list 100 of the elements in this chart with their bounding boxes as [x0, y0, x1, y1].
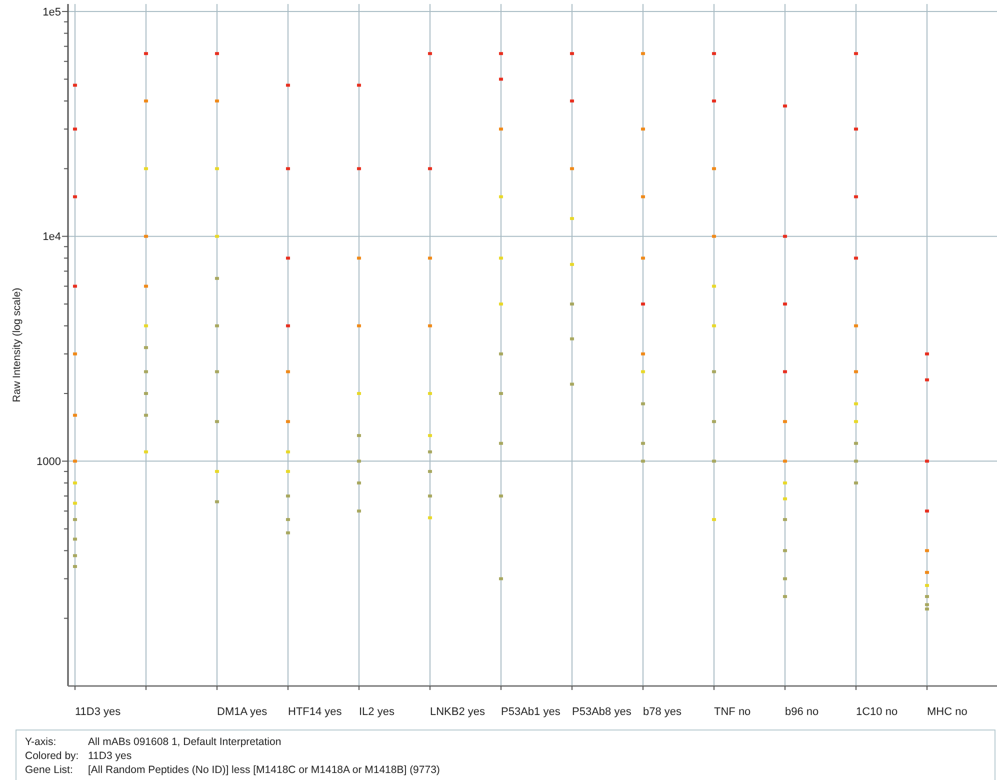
point: [854, 402, 858, 406]
point: [73, 554, 77, 558]
x-tick-label: P53Ab8 yes: [572, 706, 632, 718]
point: [570, 52, 574, 56]
point: [499, 494, 503, 498]
point: [144, 370, 148, 374]
point: [286, 420, 290, 424]
point: [357, 84, 361, 87]
point: [641, 460, 645, 463]
point: [570, 382, 574, 386]
point: [357, 256, 361, 260]
text: 11D3 yes: [88, 750, 132, 762]
point: [428, 450, 432, 454]
point: [357, 167, 361, 170]
point: [428, 470, 432, 473]
point: [73, 565, 77, 568]
point: [428, 167, 432, 170]
text: All mABs 091608 1, Default Interpretation: [88, 736, 282, 748]
point: [215, 52, 219, 56]
x-tick-label: TNF no: [714, 706, 751, 718]
point: [854, 460, 858, 463]
point: [783, 460, 787, 463]
point: [428, 434, 432, 438]
point: [73, 352, 77, 356]
point: [144, 284, 148, 288]
x-tick-label: MHC no: [927, 706, 968, 718]
point: [357, 510, 361, 513]
point: [783, 234, 787, 238]
point: [570, 167, 574, 170]
point: [144, 167, 148, 170]
point: [854, 420, 858, 424]
x-tick-label: LNKB2 yes: [430, 706, 486, 718]
point: [215, 420, 219, 424]
point: [215, 167, 219, 170]
point: [783, 518, 787, 522]
point: [286, 494, 290, 498]
text: [All Random Peptides (No ID)] less [M1418C or M1418A or M1418B] (9773): [88, 764, 440, 776]
point: [73, 84, 77, 87]
point: [499, 52, 503, 56]
point: [641, 370, 645, 374]
x-tick-label: 1C10 no: [856, 706, 898, 718]
point: [925, 608, 929, 611]
point: [570, 217, 574, 220]
y-tick-label: 1000: [36, 456, 61, 468]
point: [712, 52, 716, 56]
point: [925, 352, 929, 356]
point: [854, 52, 858, 56]
point: [357, 481, 361, 484]
point: [428, 256, 432, 260]
point: [712, 460, 716, 463]
point: [712, 99, 716, 102]
point: [641, 352, 645, 356]
point: [73, 128, 77, 131]
point: [215, 234, 219, 238]
point: [925, 570, 929, 574]
point: [854, 324, 858, 328]
point: [499, 78, 503, 81]
point: [144, 324, 148, 328]
point: [73, 538, 77, 541]
point: [215, 500, 219, 504]
point: [499, 352, 503, 356]
point: [570, 99, 574, 102]
x-tick-label: HTF14 yes: [288, 706, 342, 718]
point: [712, 518, 716, 522]
point: [215, 470, 219, 473]
point: [428, 392, 432, 395]
point: [641, 402, 645, 406]
point: [570, 337, 574, 340]
point: [712, 167, 716, 170]
point: [854, 370, 858, 374]
point: [215, 370, 219, 374]
x-tick-label: b96 no: [785, 706, 819, 718]
point: [286, 84, 290, 87]
point: [286, 470, 290, 473]
point: [286, 370, 290, 374]
point: [144, 414, 148, 417]
point: [73, 481, 77, 484]
point: [144, 52, 148, 56]
point: [144, 392, 148, 395]
point: [925, 595, 929, 598]
point: [783, 549, 787, 552]
point: [499, 256, 503, 260]
point: [286, 531, 290, 534]
point: [499, 392, 503, 395]
point: [73, 414, 77, 417]
point: [73, 502, 77, 505]
y-tick-label: 1e5: [42, 6, 61, 18]
text: Y-axis:: [25, 736, 56, 748]
x-tick-label: b78 yes: [643, 706, 682, 718]
point: [712, 420, 716, 424]
text: Colored by:: [25, 750, 79, 762]
point: [144, 346, 148, 350]
point: [925, 378, 929, 382]
text: Gene List:: [25, 764, 73, 776]
x-tick-label: P53Ab1 yes: [501, 706, 561, 718]
point: [428, 52, 432, 56]
point: [641, 442, 645, 445]
y-axis-title: Raw Intensity (log scale): [11, 288, 23, 402]
point: [854, 481, 858, 484]
point: [783, 577, 787, 580]
